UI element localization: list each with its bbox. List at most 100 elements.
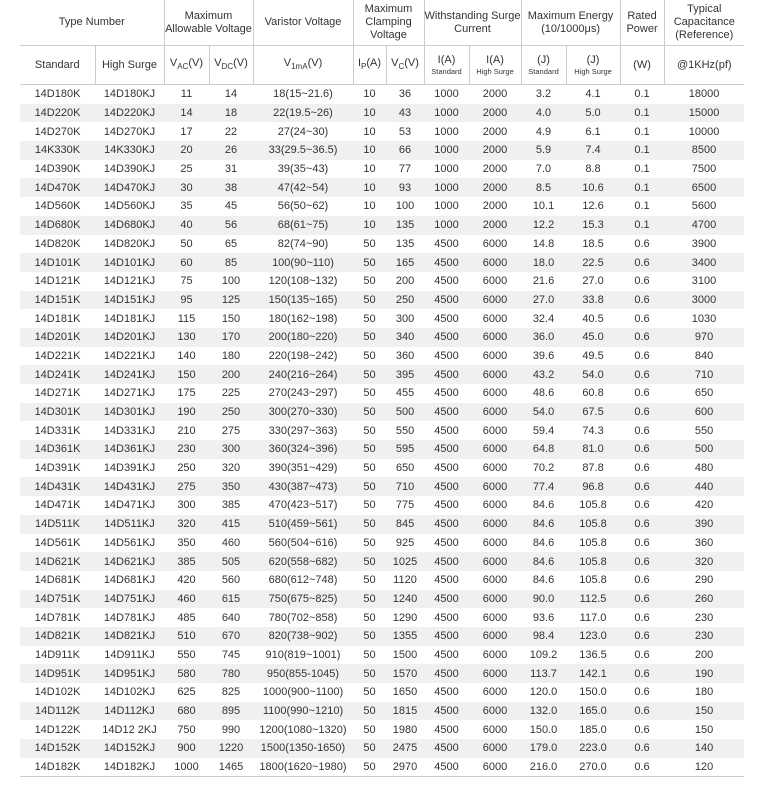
cell-energy-high-surge: 15.3	[566, 215, 621, 235]
cell-vdc: 745	[221, 648, 241, 661]
cell-ip: 50	[363, 387, 376, 400]
cell-vc: 300	[395, 312, 415, 325]
header-varistor-voltage: Varistor Voltage	[252, 0, 353, 46]
subheader-vc: VC(V)	[385, 45, 425, 85]
cell-ip: 10	[353, 103, 386, 123]
cell-standard-type: 14D471K	[34, 499, 81, 512]
header-max-clamping-voltage: Maximum Clamping Voltage	[352, 0, 425, 46]
cell-vdc: 505	[209, 552, 253, 571]
table-row: 14D221K 14D221KJ 140 180 220(198~242) 50 360 45…	[20, 347, 744, 366]
subheader-standard: Standard	[20, 45, 95, 85]
cell-vdc: 14	[224, 88, 238, 101]
cell-energy-high-surge: 81.0	[566, 440, 621, 459]
cell-high-surge-type: 14D201KJ	[95, 327, 164, 347]
cell-current-high-surge: 2000	[482, 163, 508, 176]
cell-vac: 460	[164, 589, 209, 609]
table-row: 14D951K 14D951KJ 580 780 950(855-1045) 50 1570…	[20, 664, 745, 683]
cell-current-standard: 1000	[434, 163, 459, 176]
cell-rated-power: 0.6	[620, 253, 665, 272]
cell-vdc: 38	[209, 178, 253, 198]
cell-current-high-surge: 6000	[469, 365, 522, 384]
cell-energy-high-surge: 8.8	[585, 163, 601, 176]
cell-energy-high-surge: 105.8	[566, 514, 621, 534]
cell-rated-power: 0.6	[620, 589, 665, 609]
cell-rated-power: 0.6	[620, 701, 665, 721]
cell-high-surge-type: 14D560KJ	[103, 200, 156, 213]
cell-energy-high-surge: 4.1	[585, 88, 601, 101]
cell-v1ma: 68(61~75)	[253, 215, 353, 235]
cell-high-surge-type: 14D751KJ	[95, 589, 164, 609]
cell-energy-standard: 14.8	[532, 237, 555, 250]
cell-rated-power: 0.6	[620, 402, 665, 422]
cell-current-high-surge: 6000	[469, 514, 522, 534]
cell-current-high-surge: 6000	[482, 387, 508, 400]
cell-standard-type: 14D361K	[20, 440, 95, 459]
cell-ip: 10	[353, 141, 386, 160]
cell-standard-type: 14D271K	[34, 387, 81, 400]
cell-vc: 165	[386, 253, 425, 272]
cell-energy-high-surge: 105.8	[579, 499, 607, 512]
cell-current-standard: 4500	[434, 499, 459, 512]
cell-current-standard: 1000	[434, 200, 459, 213]
cell-energy-high-surge: 150.0	[579, 686, 607, 699]
cell-v1ma: 1800(1620~1980)	[253, 757, 353, 778]
cell-rated-power: 0.6	[634, 349, 650, 362]
cell-current-standard: 4500	[424, 626, 470, 646]
cell-vc: 925	[395, 536, 415, 549]
cell-energy-standard: 179.0	[521, 739, 567, 758]
cell-energy-standard: 109.2	[529, 648, 558, 661]
cell-high-surge-type: 14D431KJ	[95, 477, 164, 497]
cell-energy-standard: 54.0	[521, 402, 567, 422]
header-typical-capacitance: Typical Capacitance (Reference)	[663, 0, 745, 46]
cell-vdc: 825	[221, 686, 241, 699]
cell-energy-standard: 64.8	[521, 440, 567, 459]
cell-current-standard: 1000	[424, 141, 470, 160]
cell-vdc: 780	[209, 664, 253, 683]
table-row: 14D121K 14D121KJ 75 100 120(108~132) 50 200 450…	[20, 272, 744, 291]
table-row: 14D241K 14D241KJ 150 200 240(216~264) 50 395 45…	[20, 365, 745, 384]
cell-energy-high-surge: 223.0	[566, 739, 621, 758]
cell-energy-standard: 43.2	[521, 365, 567, 384]
cell-standard-type: 14D301K	[20, 402, 95, 422]
cell-v1ma: 780(702~858)	[268, 611, 338, 624]
cell-vc: 1650	[392, 686, 418, 699]
cell-current-high-surge: 2000	[469, 178, 522, 198]
cell-current-high-surge: 6000	[482, 574, 508, 587]
cell-current-high-surge: 2000	[482, 88, 508, 101]
cell-current-standard: 1000	[434, 88, 459, 101]
cell-capacitance: 10000	[688, 125, 720, 138]
cell-capacitance: 480	[694, 462, 714, 475]
subheader-high-surge: High Surge	[94, 45, 164, 85]
cell-ip: 50	[363, 499, 376, 512]
cell-ip: 50	[353, 552, 386, 571]
cell-energy-high-surge: 33.8	[566, 290, 621, 310]
cell-current-high-surge: 6000	[469, 664, 522, 683]
cell-vac: 750	[177, 723, 196, 736]
cell-high-surge-type: 14D121KJ	[103, 275, 156, 288]
cell-standard-type: 14D431K	[20, 477, 95, 497]
cell-capacitance: 320	[664, 552, 745, 571]
cell-current-high-surge: 6000	[482, 424, 508, 437]
cell-high-surge-type: 14D241KJ	[95, 365, 164, 384]
cell-energy-standard: 84.6	[532, 574, 555, 587]
cell-current-high-surge: 2000	[469, 103, 522, 123]
table-row: 14D681K 14D681KJ 420 560 680(612~748) 50 1120 4…	[20, 571, 744, 590]
cell-vc: 455	[395, 387, 415, 400]
cell-vc: 1240	[386, 589, 425, 609]
cell-ip: 10	[363, 200, 376, 213]
cell-ip: 50	[353, 327, 386, 347]
table-row: 14D361K 14D361KJ 230 300 360(324~396) 50 595 45…	[20, 440, 745, 459]
cell-current-high-surge: 6000	[469, 626, 522, 646]
cell-high-surge-type: 14D271KJ	[103, 387, 156, 400]
cell-vac: 50	[180, 237, 193, 250]
cell-current-high-surge: 6000	[482, 462, 508, 475]
cell-current-high-surge: 2000	[482, 125, 508, 138]
cell-capacitance: 3000	[664, 290, 745, 310]
cell-vac: 20	[164, 141, 209, 160]
cell-current-standard: 4500	[434, 462, 459, 475]
cell-vac: 580	[164, 664, 209, 683]
cell-current-standard: 1000	[434, 125, 459, 138]
cell-energy-high-surge: 27.0	[582, 275, 604, 288]
table-row: 14D390K 14D390KJ 25 31 39(35~43) 10 77 1000 2000…	[20, 160, 744, 179]
cell-capacitance: 970	[664, 327, 745, 347]
